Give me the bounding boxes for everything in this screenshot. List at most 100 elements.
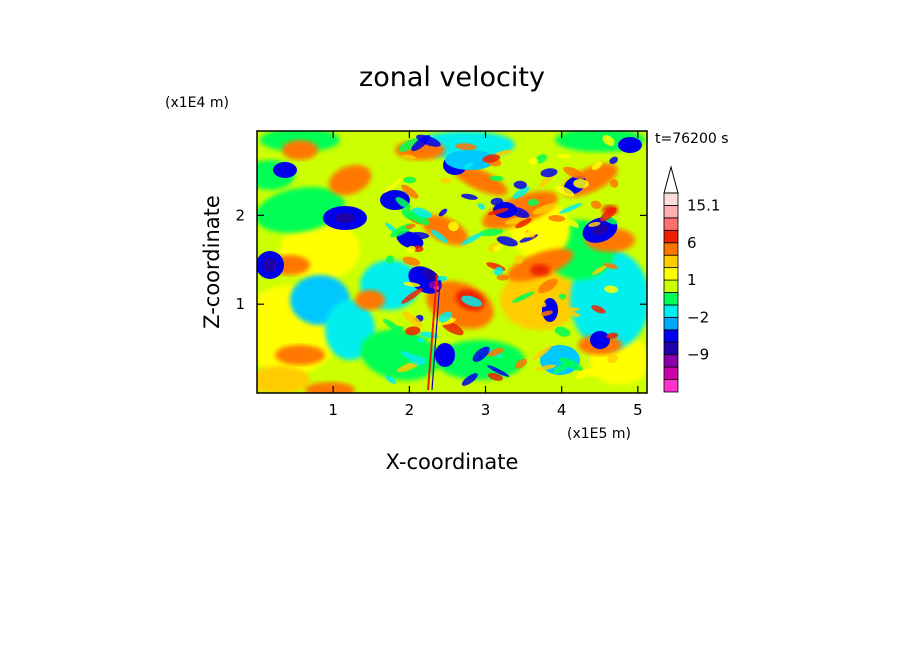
field-streak (609, 156, 618, 164)
field-streak (489, 175, 504, 182)
field-streak (401, 184, 419, 199)
field-streak (472, 346, 490, 362)
colorbar-tick-label: 15.1 (687, 196, 720, 214)
field-streak (406, 245, 416, 254)
field-streak (416, 337, 425, 343)
field-streak (512, 291, 535, 303)
colorbar-swatch (663, 379, 679, 393)
field-streak (402, 256, 421, 266)
field-streak (403, 281, 421, 287)
field-streak (397, 361, 420, 373)
field-region-warm (328, 164, 372, 196)
colorbar: 15.1 6 1 −2 −9 (663, 165, 720, 393)
field-streak (591, 161, 603, 171)
field-region-warm (452, 164, 508, 196)
field-streak (560, 222, 571, 230)
colorbar-swatch (663, 192, 679, 206)
field-streak (559, 203, 583, 214)
field-streak (508, 206, 530, 219)
field-streak (573, 178, 589, 189)
field-region-cold (273, 162, 297, 178)
field-streak (461, 193, 478, 200)
field-streak (493, 266, 504, 276)
field-streak (527, 198, 539, 206)
y-axis-label: Z-coordinate (200, 195, 224, 329)
field-streak (604, 285, 619, 294)
field-streak (532, 203, 557, 215)
field-streak (563, 166, 585, 180)
colorbar-swatch (663, 354, 679, 368)
field-streak (496, 236, 518, 247)
field-streak (405, 326, 421, 336)
colorbar-swatch (663, 304, 679, 318)
x-tick-label: 5 (633, 401, 643, 419)
field-region-cold (445, 150, 495, 170)
field-streak (526, 293, 547, 307)
field-region (257, 366, 310, 393)
colorbar-swatch (663, 329, 679, 343)
colorbar-swatch (663, 292, 679, 306)
field-streak (386, 255, 394, 264)
field-streak (482, 154, 501, 163)
colorbar-swatch (663, 316, 679, 331)
field-streak (548, 292, 562, 301)
field-region-cold (422, 269, 438, 281)
colorbar-swatch (663, 267, 679, 281)
field-region-cold (590, 331, 610, 349)
x-tick-label: 2 (405, 401, 415, 419)
field-streak (385, 375, 397, 384)
field-streak (492, 244, 503, 252)
field-region-warm (355, 290, 385, 310)
colorbar-swatch (663, 279, 679, 293)
field-streak (523, 223, 547, 238)
field-region-cold (618, 137, 642, 153)
field-streak (383, 176, 405, 193)
field-streak (448, 221, 459, 232)
field-region-cold (592, 224, 608, 236)
colorbar-swatch (663, 229, 679, 244)
heatmap-field (257, 131, 647, 393)
field-streak (592, 265, 607, 275)
field-streak (553, 359, 574, 374)
field-streak (514, 254, 524, 265)
field-streak (512, 186, 530, 199)
x-axis: 1 2 3 4 5 (328, 131, 643, 419)
field-streak (412, 207, 433, 219)
field-ridge (427, 274, 438, 391)
field-streak (405, 223, 416, 230)
plot-frame (256, 130, 648, 394)
field-streak (455, 143, 477, 151)
field-streak (606, 332, 619, 339)
field-streak (554, 326, 571, 337)
field-streak (540, 310, 553, 317)
field-ridge (431, 279, 441, 391)
x-tick-label: 3 (481, 401, 491, 419)
field-streak (398, 138, 420, 152)
field-streak (478, 228, 504, 237)
field-streak (490, 197, 504, 206)
field-streak (609, 179, 619, 188)
field-streak (409, 355, 427, 366)
field-streak (411, 135, 431, 152)
field-streak (487, 365, 510, 377)
field-region-warm (530, 264, 550, 276)
time-label: t=76200 s (655, 131, 729, 147)
field-streak (575, 368, 592, 379)
colorbar-extend-arrow (663, 165, 679, 194)
field-streak (402, 311, 423, 328)
field-streak (430, 229, 449, 244)
field-streak (515, 358, 528, 369)
field-streak (461, 232, 483, 245)
field-streak (588, 221, 601, 227)
field-streak (419, 331, 439, 339)
field-streak (496, 274, 509, 281)
field-region-warm (282, 140, 318, 160)
x-scale-note: (x1E5 m) (567, 426, 631, 442)
y-scale-note: (x1E4 m) (165, 95, 229, 111)
field-streak (538, 278, 558, 293)
colorbar-swatch (663, 217, 679, 231)
field-streak (438, 311, 453, 323)
field-streak (591, 305, 606, 314)
y-tick-label: 1 (235, 295, 245, 313)
